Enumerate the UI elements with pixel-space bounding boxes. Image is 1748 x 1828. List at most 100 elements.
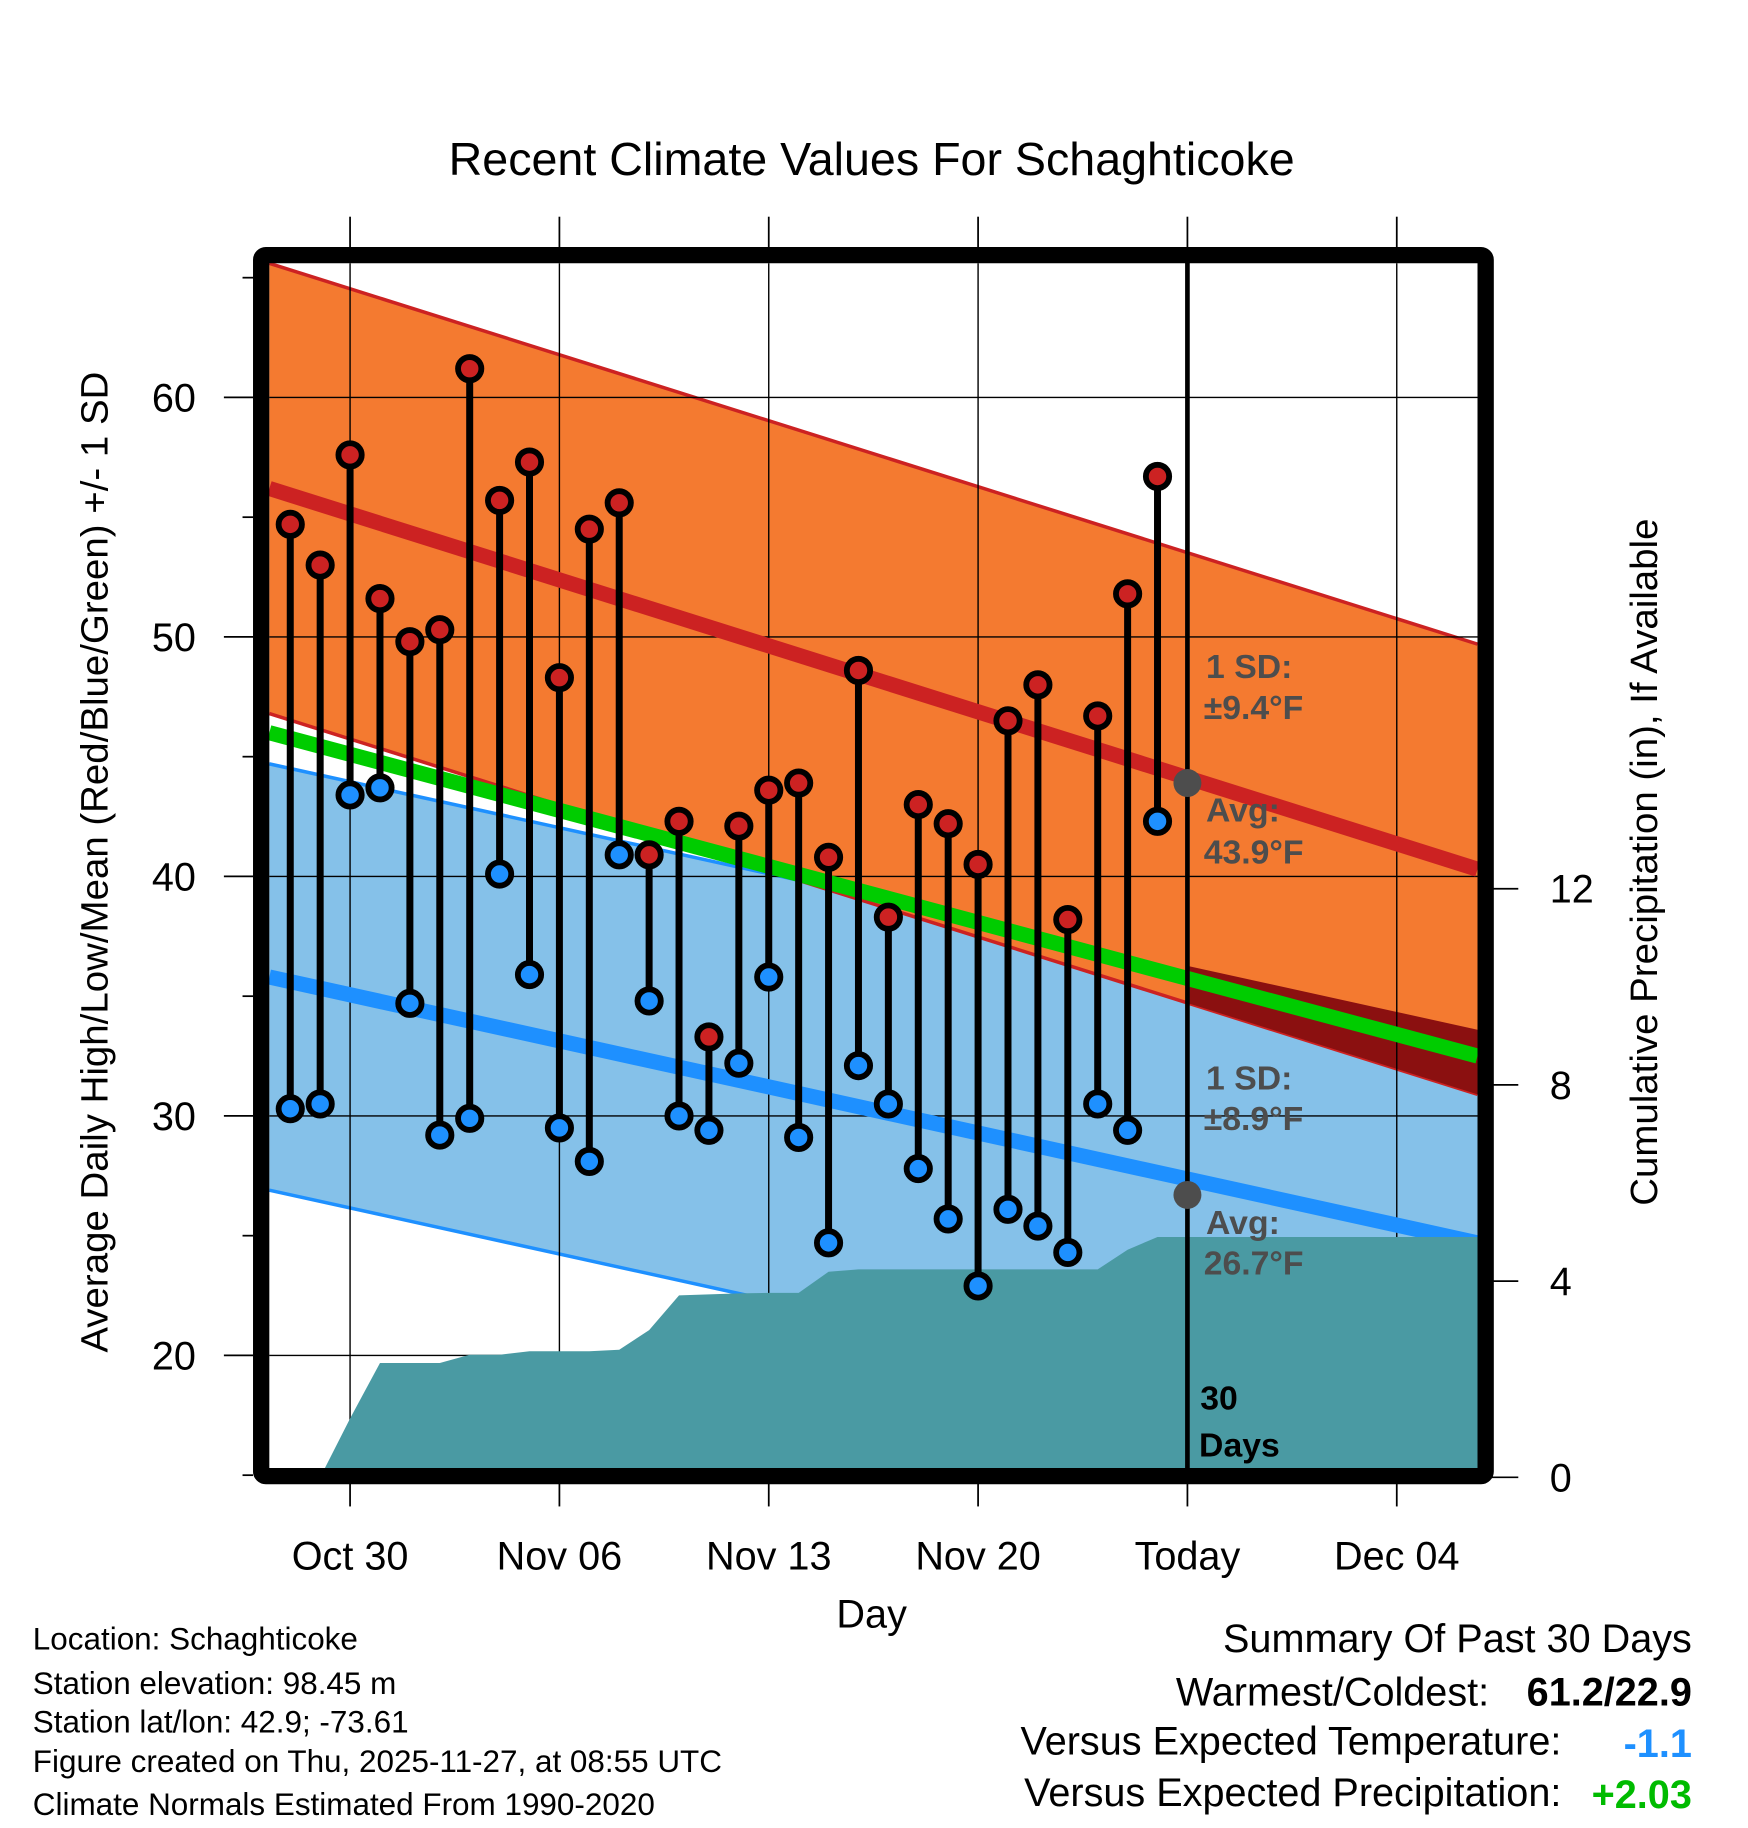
summary: Summary Of Past 30 Days Warmest/Coldest:… xyxy=(1020,1617,1691,1817)
daily-high-point xyxy=(395,627,425,657)
daily-high-point xyxy=(485,485,515,515)
y2-tick-label: 12 xyxy=(1550,868,1594,912)
daily-high-point xyxy=(724,811,754,841)
daily-low-point xyxy=(993,1194,1023,1224)
high-sd-upper-edge xyxy=(268,261,1479,646)
daily-high-point xyxy=(335,440,365,470)
y-tick-label: 50 xyxy=(152,616,196,660)
daily-high-point xyxy=(903,790,933,820)
daily-high-point xyxy=(1023,670,1053,700)
y2-tick-label: 0 xyxy=(1550,1456,1572,1500)
plot-frame xyxy=(253,246,1494,1485)
high-avg-label: Avg: xyxy=(1206,791,1280,829)
daily-low-point xyxy=(574,1146,604,1176)
x-tick-label: Today xyxy=(1135,1534,1241,1578)
daily-high-point xyxy=(873,902,903,932)
high-sd-value: ±9.4°F xyxy=(1204,689,1304,727)
daily-high-point xyxy=(754,775,784,805)
daily-low-point xyxy=(754,962,784,992)
y-axis-label: Average Daily High/Low/Mean (Red/Blue/Gr… xyxy=(73,372,116,1353)
daily-low-point xyxy=(514,960,545,990)
daily-low-point xyxy=(1113,1115,1143,1145)
daily-low-point xyxy=(1142,806,1173,836)
daily-low-point xyxy=(724,1048,754,1078)
footer-latlon: Station lat/lon: 42.9; -73.61 xyxy=(33,1704,409,1739)
y-tick-label: 40 xyxy=(152,855,196,899)
daily-high-point xyxy=(305,550,335,580)
plot-area: 20 30 40 50 60 0 4 8 12 Oct 30 Nov 06 Nov 13 Nov 20 T… xyxy=(152,216,1594,1578)
daily-high-point xyxy=(963,849,993,880)
daily-low-point xyxy=(903,1154,933,1184)
y2-axis-label: Cumulative Precipitation (in), If Availa… xyxy=(1623,519,1666,1206)
high-avg-value: 43.9°F xyxy=(1204,833,1304,871)
x-tick-label: Nov 06 xyxy=(497,1534,623,1578)
daily-low-point xyxy=(455,1103,485,1133)
days-word-label: Days xyxy=(1199,1426,1280,1464)
footer-created: Figure created on Thu, 2025-11-27, at 08… xyxy=(33,1744,722,1779)
daily-low-point xyxy=(365,773,395,803)
annotations: 1 SD: ±9.4°F Avg: 43.9°F 1 SD: ±8.9°F Av… xyxy=(1199,648,1304,1464)
daily-low-point xyxy=(275,1094,305,1124)
daily-low-point xyxy=(784,1122,814,1153)
daily-low-point xyxy=(1083,1089,1113,1119)
daily-low-point xyxy=(335,780,365,810)
daily-low-point xyxy=(873,1089,903,1119)
daily-low-point xyxy=(933,1204,963,1234)
chart-title: Recent Climate Values For Schaghticoke xyxy=(449,133,1295,185)
footer-info: Location: Schaghticoke Station elevation… xyxy=(33,1622,722,1822)
daily-high-point xyxy=(813,842,844,872)
daily-high-point xyxy=(993,706,1023,736)
daily-high-point xyxy=(1083,701,1113,731)
daily-high-point xyxy=(634,840,664,870)
high-sd-label: 1 SD: xyxy=(1206,648,1292,686)
summary-temp-value: -1.1 xyxy=(1624,1722,1692,1766)
daily-low-point xyxy=(1023,1211,1053,1241)
daily-high-point xyxy=(455,354,485,384)
low-avg-value: 26.7°F xyxy=(1204,1245,1304,1283)
daily-high-point xyxy=(784,768,814,798)
daily-high-point xyxy=(574,514,604,544)
daily-low-point xyxy=(485,859,515,889)
daily-low-point xyxy=(395,988,425,1018)
today-high-avg-marker xyxy=(1173,769,1202,798)
low-avg-label: Avg: xyxy=(1206,1204,1280,1242)
y-tick-label: 30 xyxy=(152,1095,196,1139)
daily-high-point xyxy=(544,663,574,693)
cumulative-precip-area xyxy=(320,1236,1478,1478)
x-tick-label: Oct 30 xyxy=(292,1534,409,1578)
daily-high-point xyxy=(514,447,545,477)
y-tick-label: 20 xyxy=(152,1334,196,1378)
daily-high-point xyxy=(694,1022,724,1052)
daily-low-point xyxy=(1053,1237,1083,1268)
summary-warm-cold-label: Warmest/Coldest: xyxy=(1176,1671,1489,1715)
x-tick-label: Nov 20 xyxy=(915,1534,1041,1578)
low-sd-label: 1 SD: xyxy=(1206,1059,1292,1097)
daily-high-point xyxy=(664,806,694,836)
daily-low-point xyxy=(664,1101,694,1131)
daily-high-point xyxy=(275,509,305,539)
daily-low-point xyxy=(843,1051,874,1081)
x-axis-label: Day xyxy=(836,1593,907,1637)
x-tick-label: Dec 04 xyxy=(1334,1534,1460,1578)
daily-high-point xyxy=(604,488,634,518)
daily-high-point xyxy=(365,584,395,614)
daily-low-point xyxy=(425,1120,455,1150)
daily-low-point xyxy=(694,1115,724,1145)
daily-low-point xyxy=(305,1089,335,1119)
daily-high-point xyxy=(1053,904,1083,935)
days-count-label: 30 xyxy=(1200,1380,1238,1418)
y2-tick-label: 8 xyxy=(1550,1064,1572,1108)
y2-tick-label: 4 xyxy=(1550,1260,1572,1304)
summary-warm-cold-value: 61.2/22.9 xyxy=(1527,1671,1692,1715)
summary-title: Summary Of Past 30 Days xyxy=(1223,1617,1692,1661)
daily-low-point xyxy=(963,1271,993,1301)
daily-high-point xyxy=(933,809,963,839)
summary-precip-label: Versus Expected Precipitation: xyxy=(1024,1771,1561,1815)
x-tick-label: Nov 13 xyxy=(706,1534,832,1578)
today-low-avg-marker xyxy=(1173,1180,1202,1209)
daily-high-point xyxy=(1142,461,1173,492)
footer-location: Location: Schaghticoke xyxy=(33,1622,358,1657)
footer-normals: Climate Normals Estimated From 1990-2020 xyxy=(33,1787,655,1822)
daily-low-point xyxy=(634,986,664,1016)
